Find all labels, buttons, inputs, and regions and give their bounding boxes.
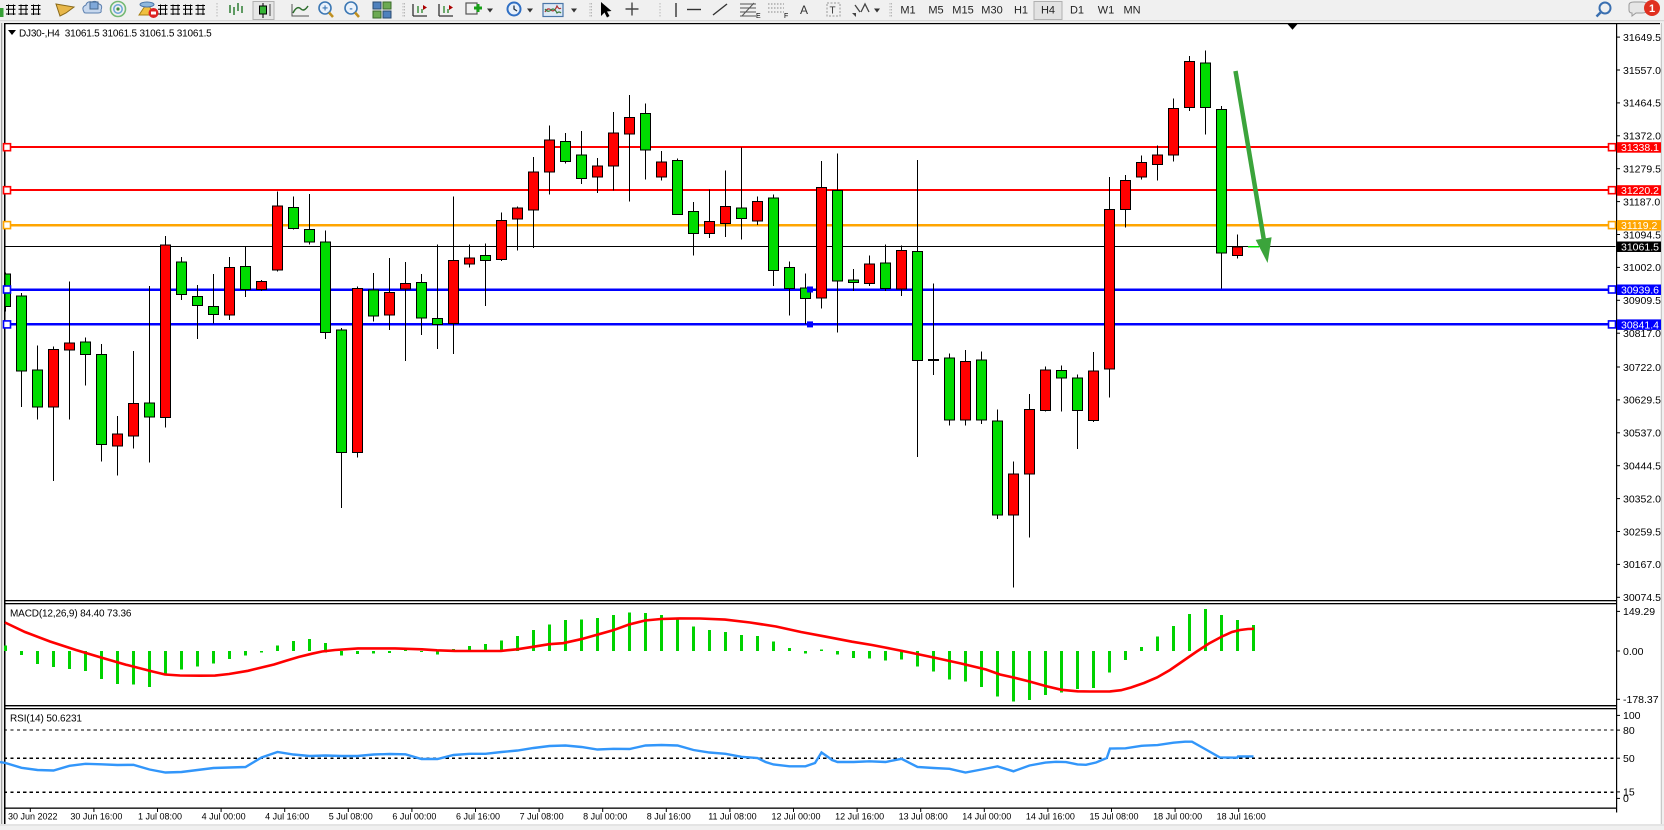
svg-text:4 Jul 00:00: 4 Jul 00:00	[202, 812, 246, 822]
svg-text:12 Jul 00:00: 12 Jul 00:00	[771, 812, 820, 822]
svg-text:6 Jul 00:00: 6 Jul 00:00	[392, 812, 436, 822]
svg-text:31220.2: 31220.2	[1621, 185, 1659, 197]
svg-text:-178.37: -178.37	[1623, 694, 1659, 706]
svg-text:30629.5: 30629.5	[1623, 395, 1661, 407]
svg-text:H1: H1	[1014, 5, 1028, 17]
svg-text:31061.5: 31061.5	[1621, 242, 1659, 254]
svg-text:A: A	[800, 3, 808, 17]
svg-text:6 Jul 16:00: 6 Jul 16:00	[456, 812, 500, 822]
svg-text:31338.1: 31338.1	[1621, 142, 1659, 154]
svg-text:31649.5: 31649.5	[1623, 32, 1661, 44]
svg-text:+: +	[322, 4, 328, 15]
svg-text:M30: M30	[981, 5, 1002, 17]
svg-text:M15: M15	[952, 5, 973, 17]
svg-text:-: -	[349, 4, 352, 15]
svg-text:30167.0: 30167.0	[1623, 559, 1661, 571]
svg-text:DJ30-,H4 31061.5 31061.5 3106: DJ30-,H4 31061.5 31061.5 31061.5 31061.5	[19, 29, 212, 40]
svg-text:W1: W1	[1098, 5, 1115, 17]
svg-text:31119.2: 31119.2	[1621, 220, 1658, 232]
svg-text:5 Jul 08:00: 5 Jul 08:00	[329, 812, 373, 822]
svg-text:15 Jul 08:00: 15 Jul 08:00	[1089, 812, 1138, 822]
svg-text:149.29: 149.29	[1623, 606, 1655, 618]
svg-text:31094.5: 31094.5	[1623, 229, 1661, 241]
svg-text:30841.4: 30841.4	[1621, 319, 1659, 331]
svg-text:31279.5: 31279.5	[1623, 164, 1661, 176]
svg-text:11 Jul 08:00: 11 Jul 08:00	[708, 812, 756, 822]
svg-text:MACD(12,26,9) 84.40 73.36: MACD(12,26,9) 84.40 73.36	[10, 609, 132, 620]
svg-text:M1: M1	[900, 5, 915, 17]
svg-text:1 Jul 08:00: 1 Jul 08:00	[138, 812, 182, 822]
svg-text:30817.0: 30817.0	[1623, 328, 1661, 340]
svg-text:D1: D1	[1070, 5, 1084, 17]
svg-text:31187.0: 31187.0	[1623, 196, 1660, 208]
svg-text:30444.5: 30444.5	[1623, 461, 1661, 473]
svg-text:30259.5: 30259.5	[1623, 526, 1661, 538]
svg-text:30 Jun 16:00: 30 Jun 16:00	[70, 812, 122, 822]
svg-text:31557.0: 31557.0	[1623, 65, 1661, 77]
svg-text:MN: MN	[1123, 5, 1140, 17]
svg-text:30722.0: 30722.0	[1623, 362, 1661, 374]
svg-text:7 Jul 08:00: 7 Jul 08:00	[520, 812, 564, 822]
svg-text:14 Jul 00:00: 14 Jul 00:00	[962, 812, 1011, 822]
svg-text:14 Jul 16:00: 14 Jul 16:00	[1026, 812, 1075, 822]
svg-text:50: 50	[1623, 753, 1635, 765]
svg-text:30074.5: 30074.5	[1623, 592, 1661, 604]
svg-text:30352.0: 30352.0	[1623, 493, 1661, 505]
svg-text:0: 0	[1623, 793, 1629, 805]
svg-text:M5: M5	[928, 5, 943, 17]
svg-text:30537.0: 30537.0	[1623, 428, 1661, 440]
svg-text:31464.5: 31464.5	[1623, 98, 1661, 110]
svg-text:E: E	[756, 13, 761, 20]
svg-text:30939.6: 30939.6	[1621, 285, 1659, 297]
svg-text:RSI(14) 50.6231: RSI(14) 50.6231	[10, 714, 82, 725]
svg-text:15: 15	[1623, 787, 1635, 799]
svg-text:100: 100	[1623, 710, 1641, 722]
svg-text:0.00: 0.00	[1623, 646, 1644, 658]
svg-text:1: 1	[1649, 3, 1655, 15]
svg-text:13 Jul 08:00: 13 Jul 08:00	[899, 812, 948, 822]
svg-text:T: T	[830, 6, 836, 17]
svg-text:8 Jul 00:00: 8 Jul 00:00	[583, 812, 627, 822]
svg-text:8 Jul 16:00: 8 Jul 16:00	[647, 812, 691, 822]
svg-text:4 Jul 16:00: 4 Jul 16:00	[265, 812, 309, 822]
svg-text:30 Jun 2022: 30 Jun 2022	[8, 812, 58, 822]
svg-text:18 Jul 00:00: 18 Jul 00:00	[1153, 812, 1202, 822]
svg-text:30909.5: 30909.5	[1623, 295, 1661, 307]
svg-text:F: F	[784, 13, 788, 20]
svg-text:31002.0: 31002.0	[1623, 262, 1661, 274]
svg-text:18 Jul 16:00: 18 Jul 16:00	[1217, 812, 1266, 822]
svg-text:H4: H4	[1041, 5, 1055, 17]
svg-text:80: 80	[1623, 725, 1635, 737]
svg-text:31372.0: 31372.0	[1623, 131, 1661, 143]
svg-text:12 Jul 16:00: 12 Jul 16:00	[835, 812, 884, 822]
